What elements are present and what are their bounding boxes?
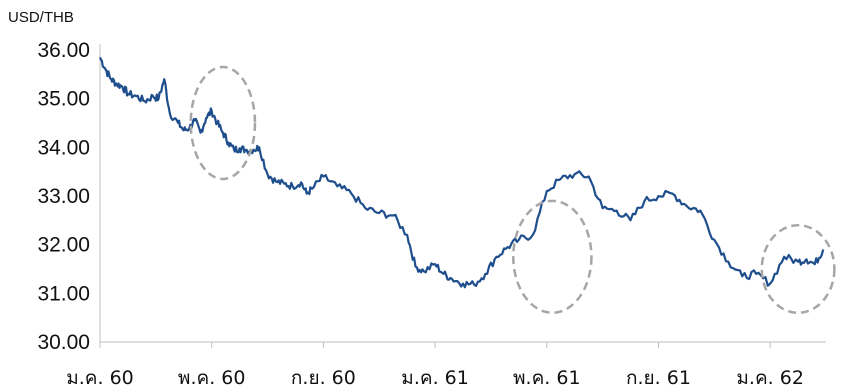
y-tick-label: 36.00	[37, 39, 90, 62]
highlight-ellipse	[760, 223, 836, 315]
y-tick-label: 35.00	[37, 88, 90, 111]
y-tick-label: 34.00	[37, 136, 90, 159]
y-axis-label: USD/THB	[8, 9, 74, 26]
y-tick-labels: 36.00 35.00 34.00 33.00 32.00 31.00 30.00	[37, 39, 90, 354]
x-tick-labels: ม.ค. 60 พ.ค. 60 ก.ย. 60 ม.ค. 61 พ.ค. 61 ก.ย. …	[66, 367, 804, 389]
x-tick-label: พ.ค. 61	[513, 367, 581, 389]
x-tick-marks	[99, 342, 771, 348]
x-tick-label: ม.ค. 62	[736, 367, 804, 389]
y-tick-label: 33.00	[37, 185, 90, 208]
highlight-ellipses	[189, 65, 836, 315]
y-tick-label: 30.00	[37, 331, 90, 354]
x-tick-label: พ.ค. 60	[178, 367, 246, 389]
y-tick-label: 31.00	[37, 282, 90, 305]
x-tick-label: ก.ย. 60	[291, 367, 356, 389]
x-tick-label: ก.ย. 61	[626, 367, 691, 389]
highlight-ellipse	[189, 65, 257, 181]
x-tick-label: ม.ค. 61	[401, 367, 469, 389]
usd-thb-series-line	[98, 56, 825, 289]
x-tick-label: ม.ค. 60	[66, 367, 134, 389]
y-tick-label: 32.00	[37, 234, 90, 257]
highlight-ellipse	[512, 199, 593, 315]
